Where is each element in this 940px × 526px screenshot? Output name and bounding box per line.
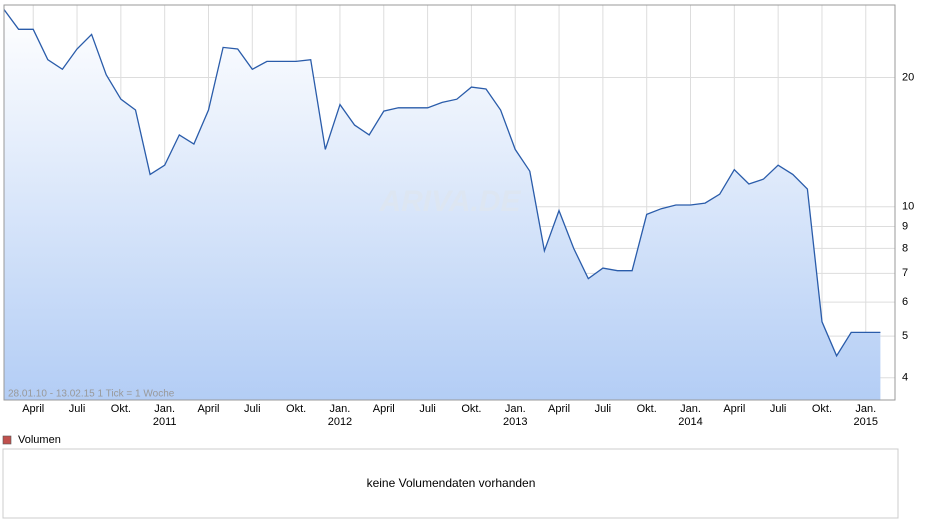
price-line [3,9,881,358]
x-tick-label: Okt. [812,403,832,415]
y-tick-label: 4 [902,372,908,384]
x-year-label: 2012 [328,416,352,428]
x-tick-label: Jan. [680,403,701,415]
x-tick-label: Jan. [505,403,526,415]
x-tick-label: April [548,403,570,415]
volume-message: keine Volumendaten vorhanden [367,476,536,490]
x-tick-label: Okt. [637,403,657,415]
x-tick-label: Juli [69,403,86,415]
area [4,9,881,400]
y-tick-label: 9 [902,220,908,232]
plot-frame [3,4,896,401]
x-year-label: 2015 [854,416,878,428]
x-year-label: 2014 [678,416,702,428]
x-tick-label: Juli [419,403,436,415]
y-tick-label: 20 [902,71,914,83]
y-tick-label: 8 [902,242,908,254]
x-tick-label: April [197,403,219,415]
x-tick-label: Juli [770,403,787,415]
x-year-label: 2013 [503,416,527,428]
x-tick-label: Jan. [330,403,351,415]
x-tick-label: Jan. [154,403,175,415]
x-tick-label: April [373,403,395,415]
legend-label: Volumen [18,434,61,446]
y-tick-label: 5 [902,330,908,342]
x-year-label: 2011 [153,416,177,428]
x-tick-label: Okt. [111,403,131,415]
x-tick-label: April [22,403,44,415]
volume-panel [2,448,899,519]
y-tick-label: 6 [902,296,908,308]
legend-swatch [2,435,12,445]
range-note: 28.01.10 - 13.02.15 1 Tick = 1 Woche [8,389,175,400]
x-tick-label: Juli [595,403,612,415]
x-tick-label: Okt. [286,403,306,415]
x-tick-label: April [723,403,745,415]
watermark: ARIVA.DE [378,185,521,218]
x-tick-label: Jan. [855,403,876,415]
x-tick-label: Okt. [461,403,481,415]
x-tick-label: Juli [244,403,261,415]
y-tick-label: 10 [902,201,914,213]
y-tick-label: 7 [902,267,908,279]
